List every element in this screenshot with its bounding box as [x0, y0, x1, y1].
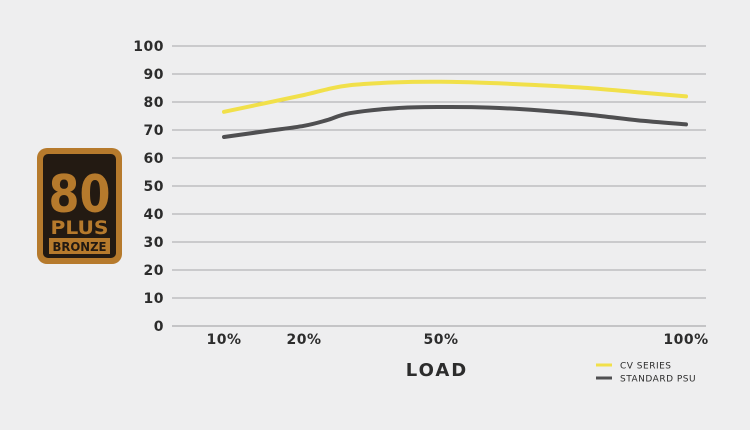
y-tick-label-90: 90 [144, 67, 164, 83]
x-tick-label-50: 50% [423, 332, 458, 348]
badge-bronze-band [49, 238, 110, 254]
series-line-standard-psu [222, 104, 688, 139]
x-tick-label-20: 20% [286, 332, 321, 348]
x-axis-label: LOAD [406, 360, 469, 381]
badge-80-text: 80 [49, 165, 111, 225]
x-tick-label-10: 10% [206, 332, 241, 348]
chart-series [222, 79, 688, 139]
y-tick-label-40: 40 [144, 207, 164, 223]
y-tick-label-20: 20 [144, 263, 164, 279]
x-axis-ticks: 10% 20% 50% 100% [206, 332, 708, 348]
x-tick-label-100: 100% [663, 332, 708, 348]
y-tick-label-80: 80 [144, 95, 164, 111]
legend-label-standard-psu: STANDARD PSU [620, 375, 696, 385]
chart-grid [172, 45, 706, 327]
y-tick-label-10: 10 [144, 291, 164, 307]
badge-plus-text: PLUS [51, 217, 109, 239]
y-tick-label-60: 60 [144, 151, 164, 167]
y-tick-label-100: 100 [133, 39, 164, 55]
badge-bronze-text: BRONZE [53, 240, 107, 254]
80-plus-bronze-badge: 80 PLUS BRONZE [37, 148, 122, 264]
y-tick-label-0: 0 [154, 319, 164, 335]
y-tick-label-70: 70 [144, 123, 164, 139]
y-tick-label-50: 50 [144, 179, 164, 195]
y-tick-label-30: 30 [144, 235, 164, 251]
chart-legend: CV SERIES STANDARD PSU [596, 362, 696, 385]
y-axis-ticks: 0 10 20 30 40 50 60 70 80 90 100 [133, 39, 164, 335]
legend-label-cv-series: CV SERIES [620, 362, 672, 372]
badge-inner [43, 154, 116, 258]
series-line-cv-series [222, 79, 688, 114]
